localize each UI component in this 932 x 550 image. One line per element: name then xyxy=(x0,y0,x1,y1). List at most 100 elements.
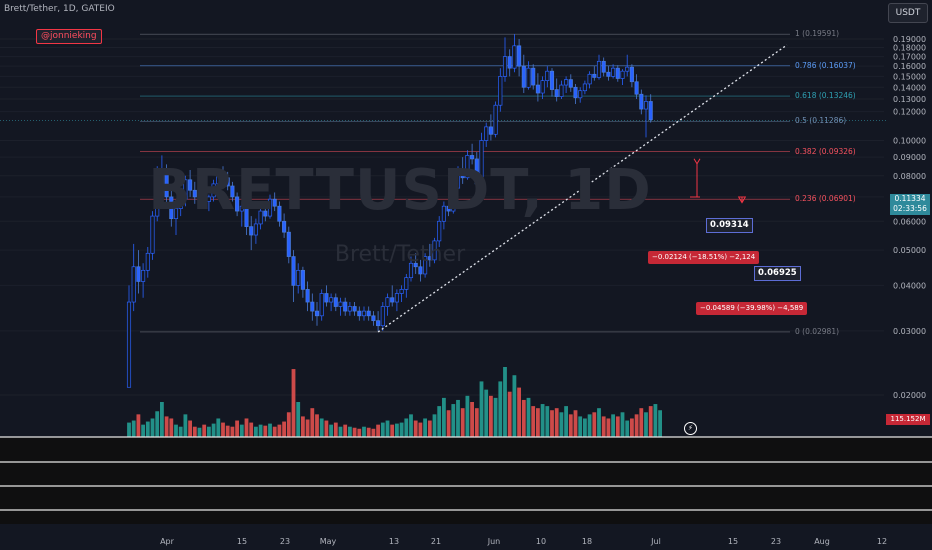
price-tick-label: 0.05000 xyxy=(893,246,926,255)
volume-bar xyxy=(611,414,615,437)
time-tick-label: 10 xyxy=(536,537,546,546)
volume-bar xyxy=(131,420,136,437)
candle-body xyxy=(549,70,555,90)
candle-body xyxy=(164,171,169,198)
volume-bar xyxy=(418,422,423,437)
volume-bar xyxy=(489,395,493,437)
candle-body xyxy=(507,56,512,69)
volume-bar xyxy=(446,410,451,437)
time-tick-label: 21 xyxy=(431,537,441,546)
candle-body xyxy=(291,256,296,286)
candle-body xyxy=(521,65,526,88)
volume-bar xyxy=(343,424,348,437)
volume-bar xyxy=(564,406,568,437)
volume-bar xyxy=(606,418,611,437)
volume-bar xyxy=(474,408,479,437)
volume-bar xyxy=(630,418,634,437)
fib-retracement[interactable] xyxy=(0,33,888,333)
volume-bar xyxy=(470,402,474,437)
volume-bar xyxy=(169,418,174,437)
volume-bar xyxy=(136,414,141,437)
current-price-label: 0.11334 02:33:56 xyxy=(890,194,930,215)
volume-bar xyxy=(202,424,207,437)
candle-body xyxy=(620,70,625,79)
volume-bar xyxy=(376,424,380,437)
volume-bar xyxy=(601,416,606,437)
candle-body xyxy=(267,198,273,217)
candle-body xyxy=(413,262,418,268)
volume-bars xyxy=(127,367,662,437)
candle-body xyxy=(183,179,188,200)
projection-arrows[interactable] xyxy=(690,158,746,204)
time-tick-label: 15 xyxy=(728,537,738,546)
candle-body xyxy=(202,192,207,202)
volume-bar xyxy=(568,414,573,437)
volume-bar xyxy=(545,406,550,437)
volume-bar xyxy=(230,426,235,437)
volume-bar xyxy=(366,427,371,437)
volume-bar xyxy=(145,421,150,437)
currency-button[interactable]: USDT xyxy=(888,3,928,23)
candle-body xyxy=(582,83,587,92)
candle-body xyxy=(145,252,150,271)
time-axis-bg xyxy=(0,524,932,550)
current-price-value: 0.11334 xyxy=(894,194,926,203)
candle-body xyxy=(643,101,649,110)
volume-bar xyxy=(296,402,301,437)
candle-body xyxy=(333,297,338,307)
candle-body xyxy=(460,171,465,179)
volume-bar xyxy=(658,410,662,437)
candle-body xyxy=(380,306,385,327)
candle-body xyxy=(239,205,244,212)
candle-body xyxy=(155,192,160,217)
lightning-icon[interactable]: ⚡ xyxy=(684,422,697,435)
volume-bar xyxy=(324,420,329,437)
candle-body xyxy=(517,45,522,67)
volume-bar xyxy=(268,423,272,437)
candle-body xyxy=(371,315,376,322)
candle-body xyxy=(488,126,493,135)
candle-body xyxy=(329,297,334,303)
candle-body xyxy=(188,179,193,191)
candle-body xyxy=(625,66,630,72)
volume-bar xyxy=(437,406,442,437)
price-tick-label: 0.18000 xyxy=(893,44,926,53)
candle-body xyxy=(479,140,484,185)
candle-body xyxy=(286,231,291,257)
volume-bar xyxy=(362,426,366,437)
candle-body xyxy=(526,67,531,88)
lower-panels xyxy=(0,436,932,524)
volume-bar xyxy=(291,369,296,437)
volume-bar xyxy=(531,406,536,437)
candlesticks[interactable] xyxy=(126,34,653,388)
author-handle: @jonnieking xyxy=(36,29,102,44)
volume-bar xyxy=(526,397,531,437)
time-tick-label: 18 xyxy=(582,537,592,546)
volume-bar xyxy=(160,402,164,437)
volume-bar xyxy=(399,422,404,437)
lower-panels-bg xyxy=(0,437,932,524)
candle-body xyxy=(178,198,183,209)
time-axis[interactable]: Apr 15 23 May 13 21 Jun 10 18 Jul 15 23 Aug 12 xyxy=(0,524,932,550)
candle-body xyxy=(432,240,437,261)
volume-bar xyxy=(451,404,456,437)
candle-body xyxy=(131,266,136,303)
candle-body xyxy=(253,223,258,236)
price-tick-label: 0.12000 xyxy=(893,108,926,117)
volume-bar xyxy=(460,408,465,437)
volume-bar xyxy=(521,399,526,437)
candle-body xyxy=(216,173,221,185)
candle-body xyxy=(230,185,235,198)
volume-bar xyxy=(583,418,587,437)
volume-bar xyxy=(390,424,395,437)
candle-body xyxy=(394,293,399,303)
volume-bar xyxy=(395,423,399,437)
volume-bar xyxy=(503,367,507,437)
price-tick-label: 0.09000 xyxy=(893,153,926,162)
candle-body xyxy=(535,84,540,94)
volume-bar xyxy=(615,416,620,437)
fib-level-label: 1 (0.19591) xyxy=(795,29,840,39)
pair-title[interactable]: Brett/Tether, 1D, GATEIO xyxy=(4,4,115,14)
candle-body xyxy=(310,301,315,312)
